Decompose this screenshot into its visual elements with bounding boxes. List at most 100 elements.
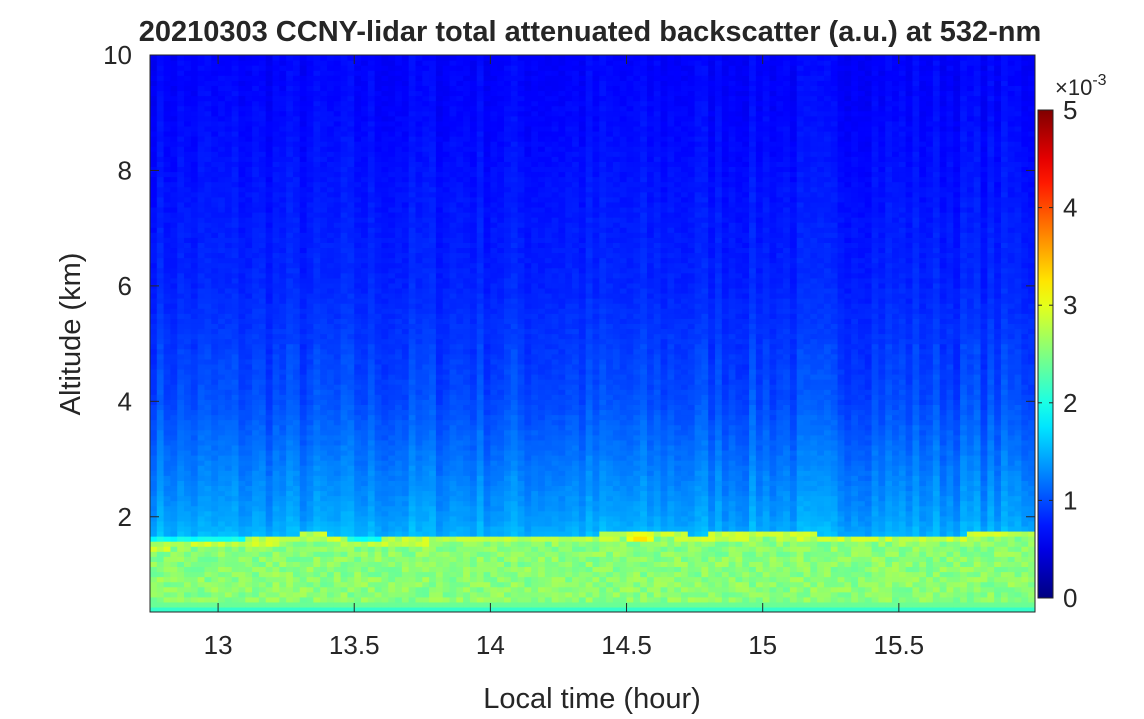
heatmap-cell [368, 283, 375, 289]
heatmap-cell [245, 399, 252, 405]
heatmap-cell [204, 156, 211, 162]
heatmap-cell [245, 415, 252, 421]
heatmap-cell [259, 349, 266, 355]
heatmap-cell [266, 111, 273, 117]
heatmap-cell [347, 561, 354, 567]
heatmap-cell [259, 207, 266, 213]
heatmap-cell [320, 399, 327, 405]
heatmap-cell [273, 531, 280, 537]
heatmap-cell [402, 268, 409, 274]
heatmap-cell [286, 151, 293, 157]
heatmap-cell [436, 566, 443, 572]
heatmap-cell [436, 409, 443, 415]
heatmap-cell [170, 65, 177, 71]
heatmap-cell [422, 425, 429, 431]
heatmap-cell [211, 420, 218, 426]
heatmap-cell [416, 379, 423, 385]
heatmap-cell [232, 283, 239, 289]
heatmap-cell [388, 268, 395, 274]
heatmap-cell [361, 490, 368, 496]
heatmap-cell [327, 227, 334, 233]
heatmap-cell [239, 511, 246, 517]
heatmap-cell [164, 440, 171, 446]
heatmap-cell [273, 207, 280, 213]
heatmap-cell [436, 177, 443, 183]
heatmap-cell [300, 288, 307, 294]
heatmap-cell [279, 399, 286, 405]
heatmap-cell [164, 283, 171, 289]
heatmap-cell [307, 506, 314, 512]
heatmap-cell [368, 187, 375, 193]
heatmap-cell [354, 334, 361, 340]
heatmap-cell [395, 577, 402, 583]
heatmap-cell [218, 70, 225, 76]
heatmap-cell [218, 161, 225, 167]
heatmap-cell [211, 592, 218, 598]
heatmap-cell [368, 121, 375, 127]
heatmap-cell [368, 440, 375, 446]
heatmap-cell [388, 131, 395, 137]
heatmap-cell [225, 344, 232, 350]
heatmap-cell [347, 566, 354, 572]
heatmap-cell [341, 126, 348, 132]
heatmap-cell [198, 536, 205, 542]
heatmap-cell [266, 273, 273, 279]
heatmap-cell [170, 258, 177, 264]
heatmap-cell [402, 526, 409, 532]
heatmap-cell [375, 587, 382, 593]
heatmap-cell [239, 354, 246, 360]
heatmap-cell [300, 217, 307, 223]
heatmap-cell [395, 551, 402, 557]
heatmap-cell [354, 232, 361, 238]
heatmap-cell [354, 263, 361, 269]
heatmap-cell [211, 526, 218, 532]
heatmap-cell [313, 141, 320, 147]
heatmap-cell [232, 111, 239, 117]
heatmap-cell [266, 369, 273, 375]
heatmap-cell [279, 273, 286, 279]
heatmap-cell [279, 242, 286, 248]
heatmap-cell [409, 582, 416, 588]
heatmap-cell [395, 202, 402, 208]
heatmap-cell [327, 531, 334, 537]
heatmap-cell [164, 131, 171, 137]
heatmap-cell [225, 156, 232, 162]
heatmap-cell [368, 161, 375, 167]
heatmap-cell [402, 96, 409, 102]
heatmap-cell [416, 151, 423, 157]
heatmap-cell [429, 263, 436, 269]
heatmap-cell [327, 490, 334, 496]
heatmap-cell [164, 227, 171, 233]
heatmap-cell [164, 65, 171, 71]
heatmap-cell [443, 425, 450, 431]
heatmap-cell [450, 399, 457, 405]
heatmap-cell [450, 60, 457, 66]
heatmap-cell [402, 161, 409, 167]
heatmap-cell [198, 430, 205, 436]
heatmap-cell [259, 374, 266, 380]
heatmap-cell [198, 65, 205, 71]
heatmap-cell [198, 420, 205, 426]
heatmap-cell [375, 415, 382, 421]
heatmap-cell [320, 55, 327, 61]
heatmap-cell [177, 146, 184, 152]
heatmap-cell [307, 136, 314, 142]
heatmap-cell [198, 349, 205, 355]
heatmap-cell [300, 151, 307, 157]
heatmap-cell [266, 293, 273, 299]
heatmap-cell [307, 126, 314, 132]
heatmap-cell [157, 151, 164, 157]
heatmap-cell [388, 450, 395, 456]
heatmap-cell [150, 131, 157, 137]
heatmap-cell [436, 273, 443, 279]
heatmap-cell [211, 207, 218, 213]
heatmap-cell [341, 106, 348, 112]
heatmap-cell [177, 136, 184, 142]
heatmap-cell [409, 379, 416, 385]
heatmap-cell [211, 161, 218, 167]
heatmap-cell [232, 318, 239, 324]
heatmap-cell [307, 212, 314, 218]
heatmap-cell [307, 425, 314, 431]
heatmap-cell [327, 308, 334, 314]
heatmap-cell [245, 445, 252, 451]
